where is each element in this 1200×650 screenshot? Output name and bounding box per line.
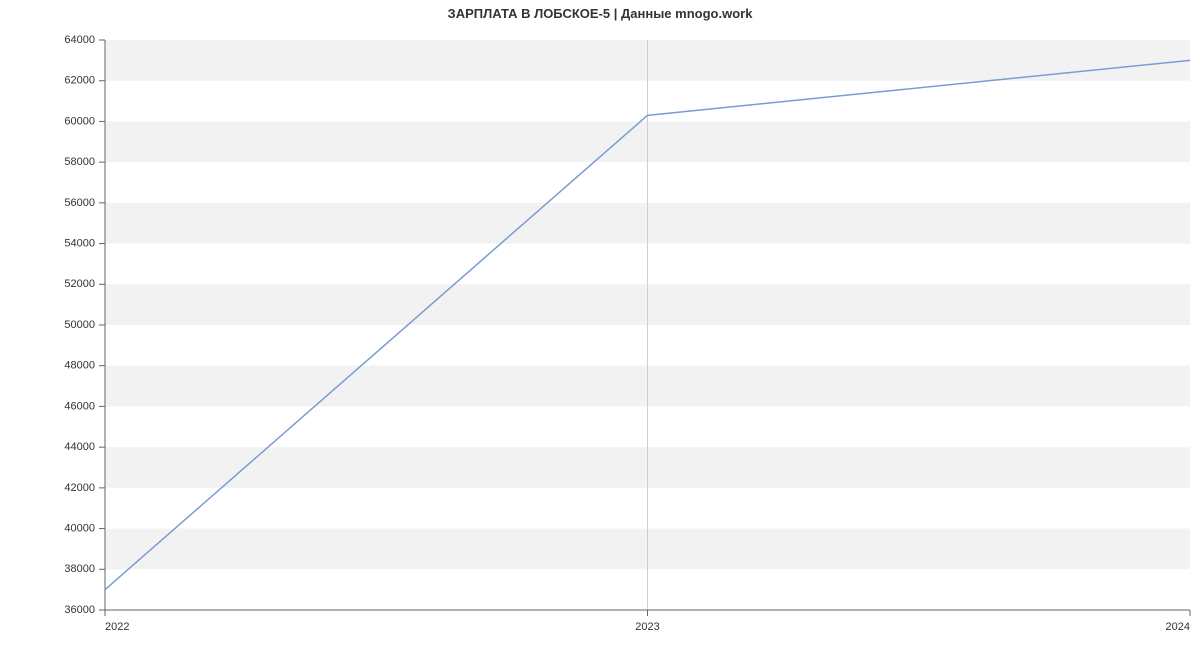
y-tick-label: 54000 [64,237,95,249]
y-tick-label: 36000 [64,604,95,616]
y-tick-label: 48000 [64,360,95,372]
y-tick-label: 52000 [64,278,95,290]
y-tick-label: 58000 [64,156,95,168]
y-tick-label: 50000 [64,319,95,331]
y-tick-label: 40000 [64,522,95,534]
y-tick-label: 42000 [64,482,95,494]
y-tick-label: 64000 [64,34,95,46]
x-tick-label: 2024 [1166,621,1190,633]
x-tick-label: 2023 [635,621,659,633]
chart-svg: 36000 38000 40000 42000 44000 46000 48000 50000… [0,0,1200,650]
y-tick-label: 44000 [64,441,95,453]
y-tick-label: 62000 [64,75,95,87]
x-tick-label: 2022 [105,621,129,633]
y-tick-label: 56000 [64,197,95,209]
chart-title: ЗАРПЛАТА В ЛОБСКОЕ-5 | Данные mnogo.work [448,6,754,21]
y-tick-label: 38000 [64,563,95,575]
y-tick-label: 60000 [64,115,95,127]
salary-line-chart: 36000 38000 40000 42000 44000 46000 48000 50000… [0,0,1200,650]
y-tick-label: 46000 [64,400,95,412]
